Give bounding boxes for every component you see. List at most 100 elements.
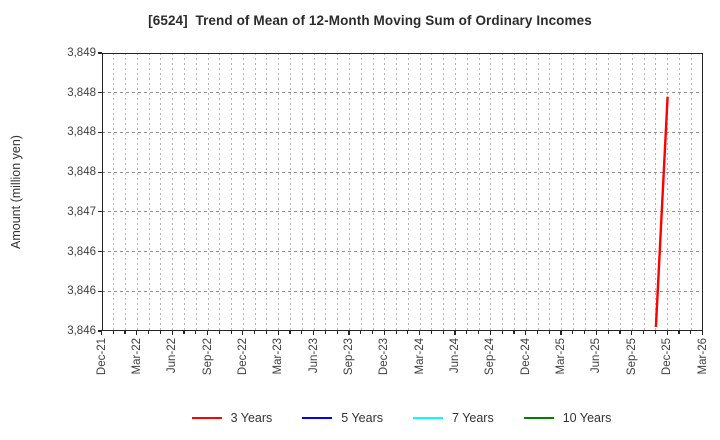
vertical-gridline xyxy=(419,53,421,331)
x-minor-tick-mark xyxy=(254,331,256,334)
x-tick-mark xyxy=(560,331,562,335)
vertical-gridline xyxy=(572,53,574,331)
x-minor-tick-mark xyxy=(324,331,326,334)
vertical-gridline xyxy=(313,53,315,331)
x-minor-tick-mark xyxy=(183,331,185,334)
5-years-legend-line xyxy=(302,416,333,420)
vertical-gridline xyxy=(360,53,362,331)
chart-title: [6524] Trend of Mean of 12-Month Moving … xyxy=(148,13,592,28)
vertical-gridline xyxy=(207,53,209,331)
x-tick-mark xyxy=(701,331,704,335)
x-minor-tick-mark xyxy=(112,331,114,334)
x-minor-tick-mark xyxy=(654,331,656,334)
x-minor-tick-mark xyxy=(678,331,680,334)
x-minor-tick-mark xyxy=(395,331,397,334)
x-minor-tick-mark xyxy=(501,331,503,334)
vertical-gridline xyxy=(242,53,244,331)
y-tick-mark xyxy=(97,330,102,332)
x-tick-label: Dec-23 xyxy=(378,338,391,376)
vertical-gridline xyxy=(136,53,138,331)
vertical-gridline xyxy=(301,53,303,331)
x-tick-label: Mar-26 xyxy=(696,338,709,375)
x-minor-tick-mark xyxy=(195,331,197,334)
x-minor-tick-mark xyxy=(289,331,291,334)
vertical-gridline xyxy=(561,53,563,331)
y-tick-label: 3,846 xyxy=(67,325,96,337)
x-tick-label: Dec-21 xyxy=(95,338,108,376)
x-minor-tick-mark xyxy=(442,331,444,334)
x-minor-tick-mark xyxy=(407,331,409,334)
vertical-gridline xyxy=(455,53,457,331)
y-tick-label: 3,848 xyxy=(67,86,96,99)
vertical-gridline xyxy=(549,53,551,331)
horizontal-gridline xyxy=(101,251,703,253)
vertical-gridline xyxy=(337,53,339,331)
legend-label: 3 Years xyxy=(230,411,273,425)
x-tick-label: Mar-22 xyxy=(130,338,143,375)
legend-item-5-years: 5 Years xyxy=(302,411,383,425)
vertical-gridline xyxy=(407,53,409,331)
legend-label: 7 Years xyxy=(452,411,494,425)
y-axis-label: Amount (million yen) xyxy=(9,135,23,249)
x-tick-label: Mar-25 xyxy=(555,338,568,375)
vertical-gridline xyxy=(655,53,657,331)
vertical-gridline xyxy=(537,53,539,331)
horizontal-gridline xyxy=(101,131,703,133)
vertical-gridline xyxy=(125,53,127,331)
vertical-gridline xyxy=(254,53,256,331)
vertical-gridline xyxy=(620,53,621,331)
vertical-gridline xyxy=(266,53,268,331)
x-tick-label: Jun-23 xyxy=(307,338,320,374)
x-tick-label: Dec-24 xyxy=(519,338,532,376)
vertical-gridline xyxy=(631,53,633,331)
x-minor-tick-mark xyxy=(430,331,433,334)
x-minor-tick-mark xyxy=(690,331,692,334)
legend-item-3-years: 3 Years xyxy=(191,411,273,425)
series-line-3-years xyxy=(654,96,669,328)
vertical-gridline xyxy=(443,53,445,331)
x-minor-tick-mark xyxy=(336,331,338,334)
x-minor-tick-mark xyxy=(536,331,539,334)
x-minor-tick-mark xyxy=(584,331,586,334)
x-minor-tick-mark xyxy=(642,331,645,334)
y-tick-label: 3,847 xyxy=(67,205,96,218)
vertical-gridline xyxy=(278,53,280,331)
x-minor-tick-mark xyxy=(607,331,609,334)
x-tick-label: Sep-25 xyxy=(625,338,638,376)
vertical-gridline xyxy=(584,53,586,331)
legend-label: 10 Years xyxy=(562,411,612,425)
y-tick-mark xyxy=(97,52,102,54)
x-minor-tick-mark xyxy=(218,331,220,334)
y-tick-mark xyxy=(97,92,102,94)
x-tick-label: Sep-24 xyxy=(484,338,497,376)
vertical-gridline xyxy=(183,53,185,331)
vertical-gridline xyxy=(667,53,669,331)
x-tick-mark xyxy=(595,331,598,335)
vertical-gridline xyxy=(466,53,468,331)
vertical-gridline xyxy=(148,53,150,331)
vertical-gridline xyxy=(643,53,645,331)
vertical-gridline xyxy=(490,53,492,331)
x-minor-tick-mark xyxy=(265,331,268,334)
vertical-gridline xyxy=(348,53,350,331)
x-tick-label: Jun-25 xyxy=(590,338,603,374)
vertical-gridline xyxy=(325,53,327,331)
x-minor-tick-mark xyxy=(371,331,374,334)
vertical-gridline xyxy=(525,53,527,331)
vertical-gridline xyxy=(195,53,197,331)
x-tick-mark xyxy=(348,331,350,335)
x-tick-mark xyxy=(525,331,527,335)
vertical-gridline xyxy=(290,53,292,331)
x-tick-mark xyxy=(631,331,633,335)
x-tick-mark xyxy=(136,331,138,335)
y-tick-label: 3,848 xyxy=(67,126,96,139)
x-minor-tick-mark xyxy=(477,331,480,334)
x-tick-label: Dec-22 xyxy=(236,338,249,376)
y-tick-mark xyxy=(97,290,102,292)
vertical-gridline xyxy=(113,53,115,331)
x-minor-tick-mark xyxy=(572,331,574,334)
y-tick-label: 3,849 xyxy=(67,47,96,59)
x-minor-tick-mark xyxy=(619,331,621,334)
plot-area xyxy=(101,53,703,331)
10-years-legend-line xyxy=(523,416,554,420)
